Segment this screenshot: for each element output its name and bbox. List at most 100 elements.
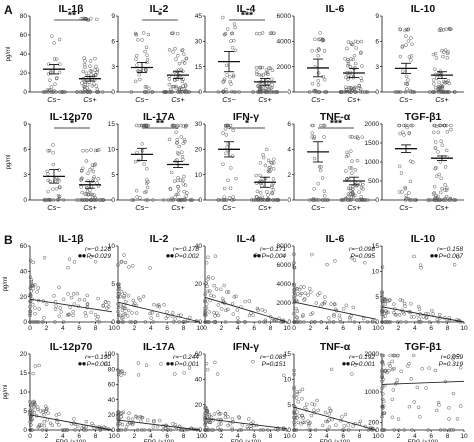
data-point [320,423,325,428]
data-point [292,261,296,265]
data-point [216,198,220,202]
data-point [40,320,44,324]
data-point [166,198,171,202]
data-point [405,125,409,130]
data-point [449,123,453,128]
data-point [164,316,168,320]
data-point [84,159,89,163]
data-point [72,260,77,264]
data-point [143,123,148,128]
significance-mark: * [70,118,75,130]
data-point [135,63,139,67]
data-point [327,320,332,324]
data-point [190,198,194,202]
data-point [181,320,186,324]
data-point [358,51,363,56]
data-point [123,291,127,296]
data-point [145,53,149,58]
data-point [358,419,363,424]
x-axis-label: EPG (×10³) [56,440,87,442]
data-point [174,57,178,61]
data-point [406,27,411,32]
data-point [54,57,59,61]
data-point [322,49,327,53]
data-point [382,399,386,404]
data-point [427,320,432,324]
category-label: Cs− [222,203,236,212]
data-point [449,27,453,31]
data-point [409,315,414,319]
data-point [380,361,384,365]
data-point [100,90,105,94]
data-point [183,123,188,128]
data-point [173,317,177,321]
data-point [310,311,315,315]
data-point [319,123,323,128]
data-point [51,162,56,167]
data-point [204,281,209,285]
data-point [380,379,384,383]
data-point [149,316,153,320]
data-point [380,309,384,314]
significance-dot [170,362,174,366]
data-point [317,165,322,169]
data-point [134,303,139,308]
data-point [116,309,120,314]
data-point [366,428,371,432]
data-point [354,46,358,50]
data-point [309,413,314,418]
y-tick-label: 80 [20,13,28,20]
x-tick-label: 8 [446,325,450,332]
data-point [85,148,89,153]
data-point [170,31,174,36]
data-point [268,198,272,202]
data-point [47,198,51,202]
y-tick-label: 6 [23,147,27,154]
data-point [293,406,298,411]
data-point [126,294,131,298]
data-point [93,68,97,72]
y-tick-label: 2000 [277,64,292,71]
x-tick-label: 8 [182,433,186,440]
data-point [181,198,185,202]
data-point [270,68,275,72]
y-tick-label: 0 [23,89,27,96]
data-point [275,90,280,94]
data-point [436,84,441,89]
category-label: Cs− [311,203,325,212]
data-point [400,298,405,303]
x-axis-label: EPG (×10³) [144,440,175,442]
data-point [85,302,90,306]
data-point [138,414,143,419]
data-point [380,369,384,374]
data-point [408,198,413,202]
data-point [225,145,229,150]
data-point [162,302,166,307]
data-point [53,307,58,312]
data-point [211,276,215,280]
data-point [181,141,186,146]
data-point [347,85,352,90]
y-axis-label: pg/ml [6,155,12,170]
data-point [435,198,440,202]
data-point [30,320,35,324]
x-tick-label: 4 [61,433,65,440]
data-point [431,312,435,316]
x-tick-label: 2 [309,325,313,332]
data-point [231,73,236,77]
data-point [437,403,441,407]
data-point [440,143,445,147]
data-point [171,50,175,54]
data-point [155,304,160,308]
y-tick-label: 3 [111,64,115,71]
data-point [118,294,122,299]
data-point [57,70,62,75]
data-point [203,406,207,410]
data-point [204,302,209,306]
data-point [136,38,140,42]
data-point [331,320,336,324]
data-point [444,148,449,153]
x-tick-label: 0 [380,433,384,440]
data-point [233,90,238,94]
